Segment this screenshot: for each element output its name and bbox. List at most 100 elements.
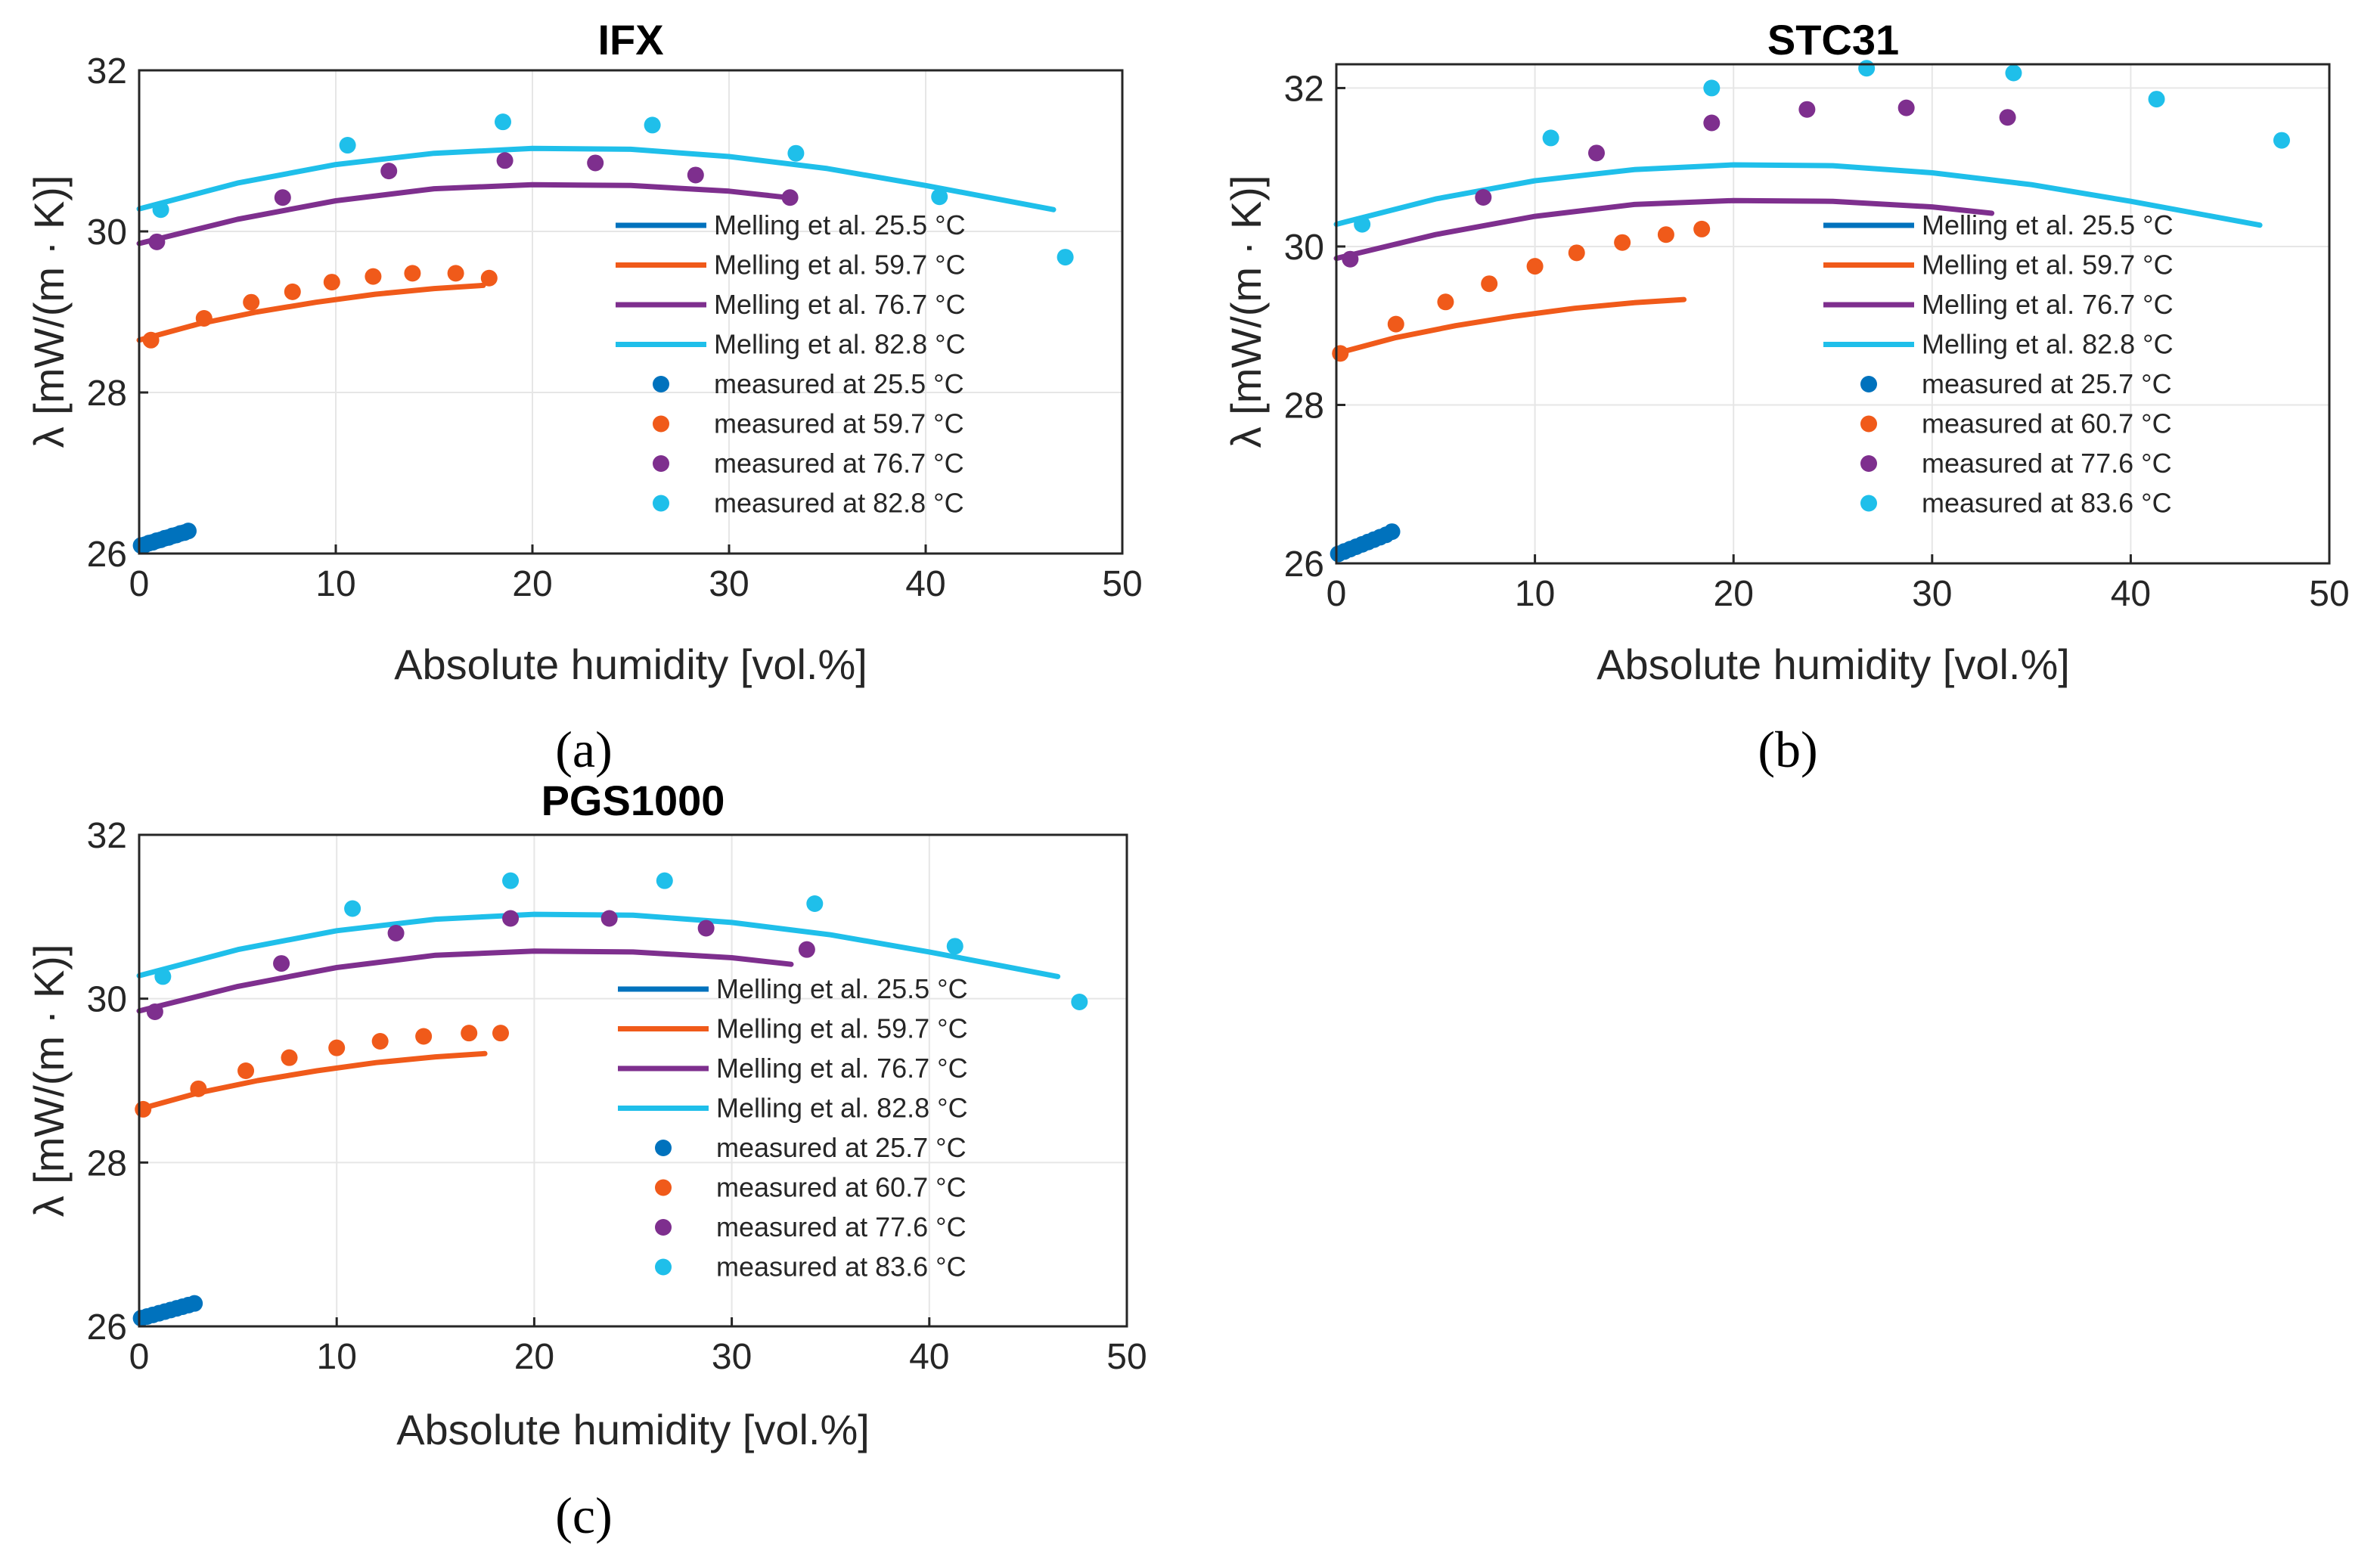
series-line	[1333, 197, 1995, 262]
data-point	[135, 1100, 152, 1118]
data-point	[1657, 226, 1674, 243]
data-point	[697, 920, 715, 937]
legend-label: Melling et al. 59.7 °C	[1922, 250, 2174, 281]
measured-points	[132, 113, 1074, 554]
legend-label: Melling et al. 59.7 °C	[716, 1013, 968, 1044]
data-point	[2005, 64, 2022, 82]
x-axis-label: Absolute humidity [vol.%]	[1596, 640, 2070, 688]
x-tick-label: 0	[129, 1337, 150, 1377]
data-point	[323, 274, 340, 291]
data-point	[656, 872, 673, 889]
data-point	[195, 310, 213, 327]
data-point	[798, 941, 815, 958]
legend-label: measured at 60.7 °C	[1922, 408, 2172, 439]
x-tick-label: 40	[2111, 574, 2151, 614]
data-point	[806, 895, 824, 912]
data-point	[146, 1003, 163, 1020]
data-point	[186, 1295, 203, 1312]
data-point	[1703, 114, 1721, 132]
x-tick-labels: 0 10 20 30 40 50	[129, 1317, 1147, 1377]
legend: Melling et al. 25.5 °C Melling et al. 59.…	[1823, 209, 2174, 519]
series-line	[136, 911, 1061, 979]
x-tick-label: 0	[1327, 574, 1347, 614]
legend-label: Melling et al. 76.7 °C	[716, 1053, 968, 1084]
data-point	[495, 113, 511, 131]
data-point	[447, 265, 464, 282]
data-point	[190, 1080, 207, 1097]
data-point	[1897, 99, 1915, 116]
x-tick-labels: 0 10 20 30 40 50	[1327, 554, 2350, 614]
series-line	[136, 145, 1057, 212]
data-point	[2148, 91, 2165, 108]
data-point	[142, 331, 160, 349]
y-tick-label: 32	[1284, 69, 1324, 109]
axes-box	[138, 833, 1128, 1328]
panel-caption: (c)	[555, 1487, 612, 1544]
data-point	[237, 1062, 255, 1079]
series-line	[136, 181, 791, 247]
data-point	[1999, 109, 2016, 126]
data-point	[1693, 220, 1711, 237]
data-point	[687, 166, 704, 184]
x-axis-label: Absolute humidity [vol.%]	[396, 1406, 870, 1453]
data-point	[1481, 275, 1498, 293]
legend-label: measured at 59.7 °C	[714, 408, 964, 439]
legend-label: Melling et al. 82.8 °C	[1922, 329, 2174, 360]
panel-caption: (a)	[555, 721, 612, 778]
y-tick-label: 30	[87, 212, 127, 253]
data-point	[380, 163, 398, 180]
y-tick-label: 28	[87, 374, 127, 414]
data-point	[1798, 101, 1816, 118]
legend-point-marker	[1860, 415, 1877, 433]
data-point	[344, 900, 361, 917]
legend-label: measured at 77.6 °C	[716, 1211, 967, 1242]
legend-point-marker	[1860, 455, 1877, 472]
axes-box	[1335, 63, 2331, 565]
data-point	[644, 116, 661, 134]
legend-point-marker	[1860, 495, 1877, 512]
data-point	[502, 910, 520, 927]
x-tick-label: 10	[317, 1337, 357, 1377]
x-tick-label: 20	[514, 1337, 554, 1377]
chart-title: PGS1000	[541, 777, 725, 824]
data-point	[387, 925, 405, 941]
x-tick-label: 20	[512, 564, 552, 604]
x-tick-label: 40	[909, 1337, 949, 1377]
data-point	[1383, 523, 1401, 541]
x-tick-label: 50	[1102, 564, 1142, 604]
data-point	[148, 233, 166, 250]
data-point	[365, 268, 382, 285]
data-point	[787, 144, 805, 162]
data-point	[1342, 250, 1359, 268]
data-point	[492, 1025, 509, 1042]
data-point	[328, 1039, 346, 1056]
x-tick-labels: 0 10 20 30 40 50	[129, 544, 1143, 604]
legend-label: measured at 82.8 °C	[714, 488, 964, 519]
series-line	[136, 948, 794, 1014]
data-point	[496, 152, 514, 169]
y-axis-label: λ [mW/(m · K)]	[25, 175, 73, 448]
data-point	[1588, 144, 1606, 162]
data-point	[781, 189, 799, 206]
data-point	[1542, 129, 1559, 147]
legend-label: Melling et al. 82.8 °C	[714, 329, 966, 360]
x-tick-label: 30	[712, 1337, 752, 1377]
legend-label: measured at 77.6 °C	[1922, 448, 2172, 479]
legend-point-marker	[655, 1140, 672, 1156]
legend-label: Melling et al. 25.5 °C	[1922, 209, 2174, 240]
y-tick-labels: 26 28 30 32	[87, 816, 148, 1348]
x-axis-label: Absolute humidity [vol.%]	[394, 640, 867, 688]
panel-b: 0 10 20 30 40 50 26 28 30 32 STC31 Absolute humi…	[1222, 16, 2350, 778]
x-tick-label: 50	[1106, 1337, 1147, 1377]
y-tick-label: 28	[87, 1143, 127, 1183]
data-point	[600, 910, 618, 927]
legend-point-marker	[655, 1179, 672, 1196]
y-tick-label: 30	[87, 980, 127, 1020]
legend-label: measured at 76.7 °C	[714, 448, 964, 479]
data-point	[371, 1033, 389, 1050]
legend-point-marker	[653, 495, 669, 512]
x-tick-label: 50	[2309, 574, 2349, 614]
legend-point-marker	[655, 1258, 672, 1276]
legend-label: Melling et al. 25.5 °C	[716, 973, 968, 1004]
